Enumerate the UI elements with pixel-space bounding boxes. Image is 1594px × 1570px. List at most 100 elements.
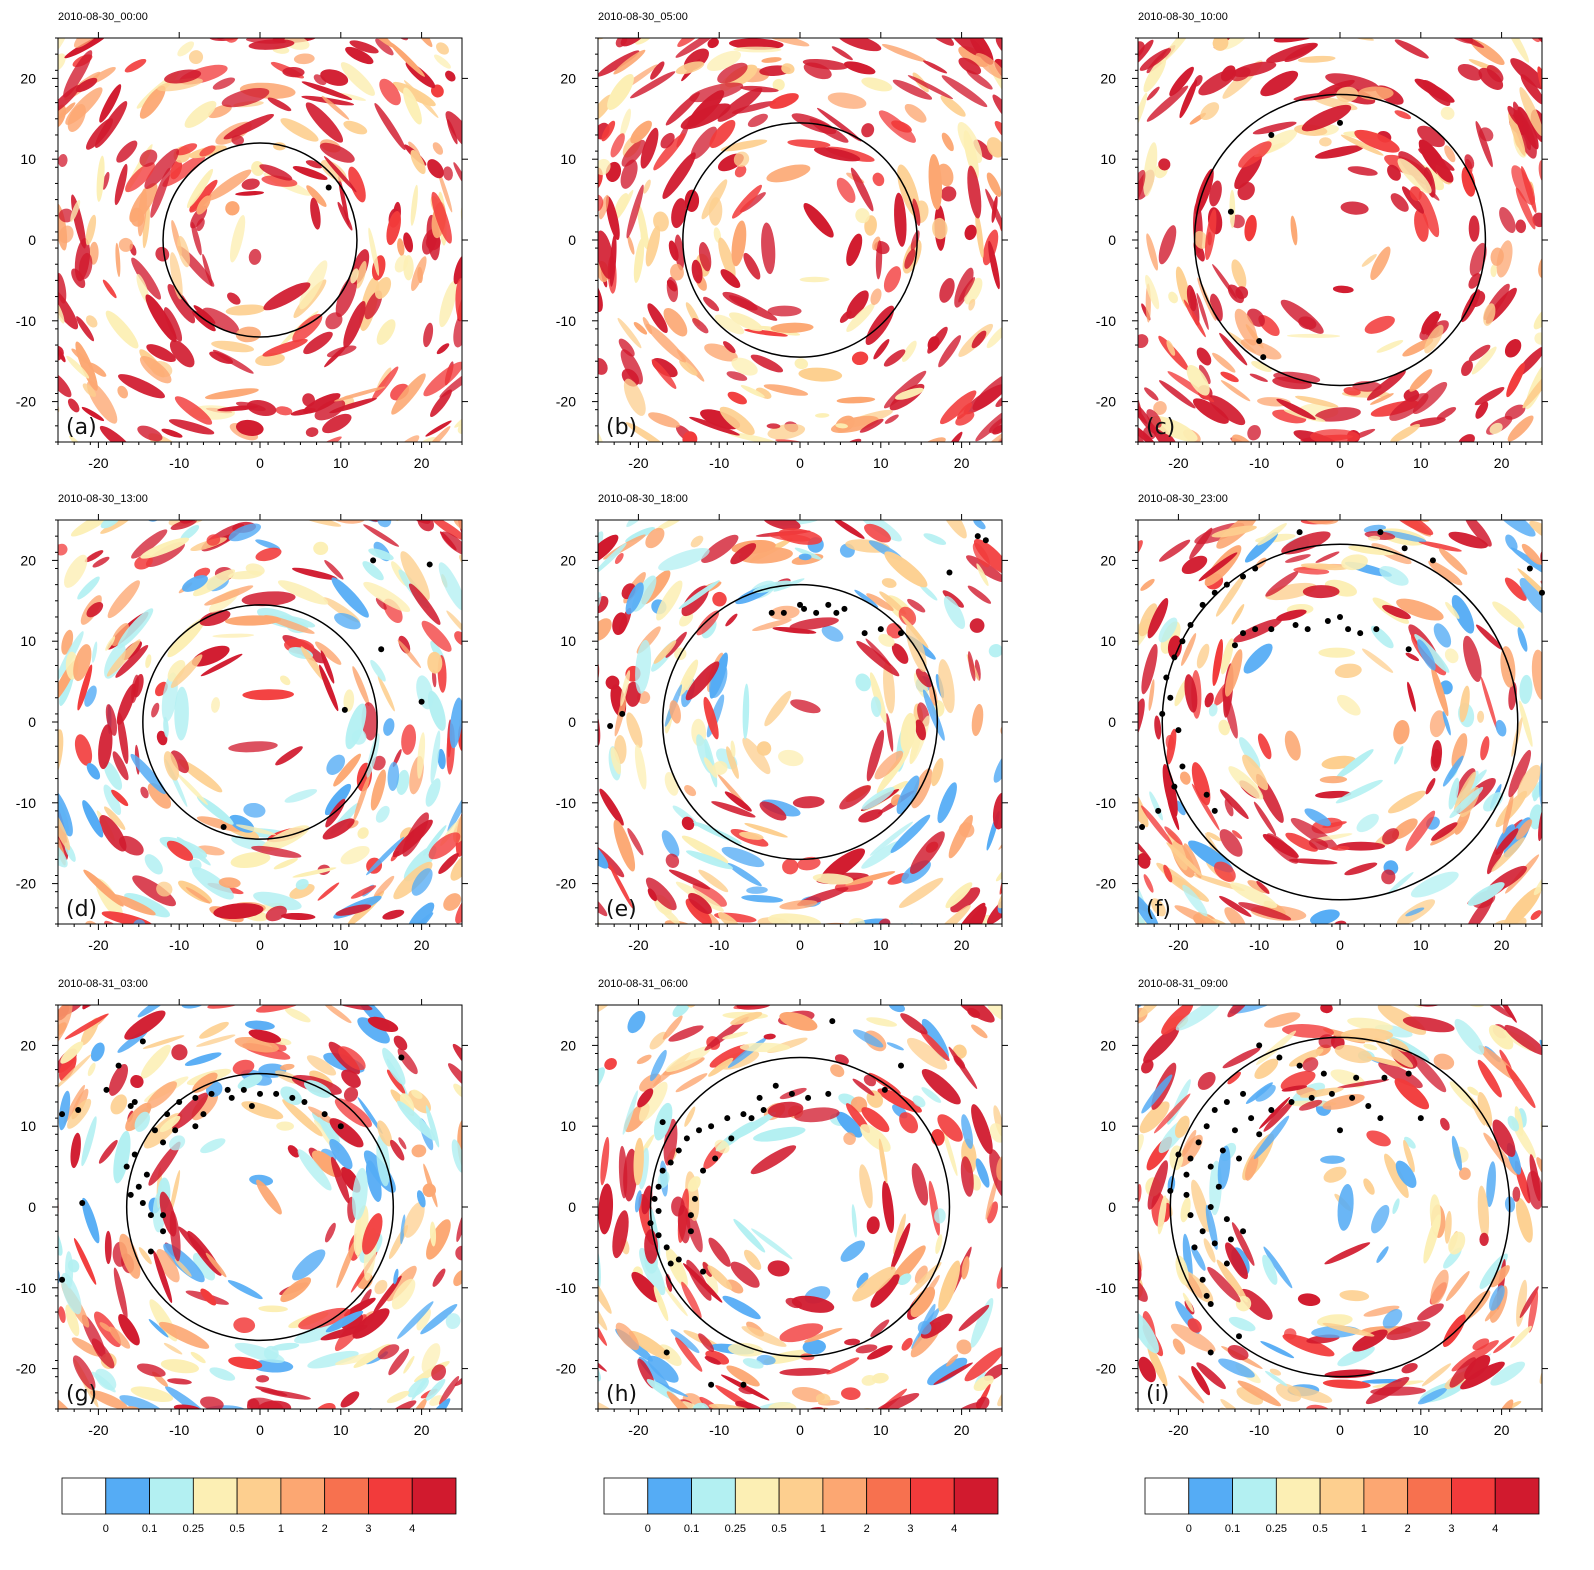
heatmap-cell — [174, 1258, 192, 1277]
heatmap-cell — [345, 46, 374, 65]
heatmap-cell — [460, 911, 476, 927]
heatmap-cell — [528, 1192, 539, 1215]
heatmap-cell — [610, 747, 622, 775]
data-point — [659, 1167, 666, 1174]
heatmap-cell — [1431, 666, 1449, 717]
heatmap-cell — [365, 1160, 382, 1202]
data-point — [647, 1220, 654, 1227]
heatmap-cell — [549, 678, 564, 732]
heatmap-cell — [225, 201, 240, 216]
heatmap-cell — [1499, 207, 1516, 233]
heatmap-cell — [859, 1164, 873, 1209]
heatmap-cell — [734, 165, 747, 178]
panel-i: -20 -10 0 10 20-20-10010202010-08-31_09:00(i… — [1096, 970, 1548, 1438]
heatmap-cell — [766, 164, 811, 183]
heatmap-cell — [475, 90, 495, 113]
data-point — [131, 1151, 138, 1158]
heatmap-cell — [922, 689, 945, 741]
heatmap-cell — [38, 1257, 58, 1305]
heatmap-cell — [1582, 284, 1594, 323]
heatmap-cell — [1068, 262, 1085, 298]
data-point — [160, 1228, 167, 1235]
heatmap-cell — [495, 275, 511, 294]
heatmap-cell — [675, 1073, 708, 1093]
heatmap-cell — [92, 556, 110, 568]
heatmap-cell — [1505, 970, 1534, 994]
heatmap-cell — [519, 164, 532, 202]
y-tick-label: 20 — [560, 552, 576, 568]
heatmap-cell — [1463, 635, 1482, 683]
heatmap-cell — [1491, 837, 1525, 872]
heatmap-cell — [81, 1197, 100, 1244]
heatmap-cell — [1073, 118, 1100, 157]
heatmap-cell — [177, 988, 226, 997]
heatmap-cell — [502, 337, 528, 370]
heatmap-cell — [764, 690, 792, 727]
heatmap-cell — [361, 963, 406, 990]
heatmap-cell — [330, 1156, 350, 1204]
heatmap-cell — [256, 1375, 270, 1383]
heatmap-cell — [202, 253, 213, 287]
heatmap-cell — [803, 62, 832, 80]
heatmap-cell — [169, 1210, 181, 1262]
heatmap-cell — [911, 1163, 929, 1206]
heatmap-cell — [125, 162, 155, 193]
heatmap-cell — [234, 0, 266, 10]
heatmap-cell — [946, 1354, 959, 1367]
heatmap-cell — [472, 821, 480, 842]
heatmap-cell — [1192, 398, 1229, 424]
heatmap-cell — [937, 520, 967, 539]
data-point — [301, 1098, 308, 1105]
heatmap-cell — [769, 93, 799, 109]
heatmap-cell — [99, 1322, 112, 1332]
heatmap-cell — [1314, 145, 1364, 159]
heatmap-cell — [507, 807, 538, 841]
heatmap-cell — [1025, 1271, 1036, 1288]
heatmap-cell — [1366, 485, 1396, 507]
heatmap-cell — [692, 1451, 723, 1464]
heatmap-cell — [383, 718, 395, 736]
data-point — [115, 1062, 122, 1069]
heatmap-cell — [651, 359, 677, 389]
heatmap-cell — [681, 835, 729, 864]
heatmap-cell — [1332, 509, 1351, 515]
heatmap-cell — [314, 399, 346, 421]
heatmap-cell — [1191, 1179, 1211, 1232]
heatmap-cell — [1368, 535, 1381, 541]
heatmap-cell — [1301, 976, 1319, 994]
heatmap-cell — [1337, 1346, 1375, 1367]
heatmap-cell — [1260, 1341, 1295, 1359]
heatmap-cell — [875, 963, 918, 1001]
heatmap-cell — [1587, 83, 1594, 134]
heatmap-cell — [797, 856, 821, 871]
heatmap-cell — [38, 1072, 52, 1097]
heatmap-cell — [32, 1391, 62, 1425]
heatmap-cell — [373, 875, 395, 898]
heatmap-cell — [1335, 749, 1374, 779]
heatmap-cell — [1197, 1071, 1216, 1090]
heatmap-cell — [1352, 454, 1374, 463]
data-point — [805, 1094, 812, 1101]
heatmap-cell — [453, 255, 462, 285]
heatmap-cell — [751, 1228, 793, 1260]
heatmap-cell — [3, 141, 17, 179]
heatmap-cell — [1224, 907, 1246, 924]
heatmap-cell — [510, 1147, 528, 1169]
heatmap-cell — [1039, 1237, 1054, 1266]
heatmap-cell — [1378, 460, 1392, 468]
data-point — [1292, 622, 1299, 629]
heatmap-cell — [494, 1254, 503, 1275]
heatmap-cell — [1574, 598, 1594, 649]
heatmap-cell — [192, 1072, 218, 1093]
heatmap-cell — [950, 887, 981, 913]
heatmap-cell — [1510, 58, 1542, 90]
heatmap-cell — [1273, 38, 1328, 43]
heatmap-cell — [994, 121, 1002, 148]
heatmap-cell — [500, 1298, 515, 1332]
heatmap-cell — [939, 278, 955, 303]
heatmap-cell — [681, 816, 695, 831]
heatmap-cell — [941, 431, 963, 442]
heatmap-cell — [350, 885, 377, 899]
heatmap-cell — [708, 1403, 757, 1409]
heatmap-cell — [988, 644, 1002, 658]
